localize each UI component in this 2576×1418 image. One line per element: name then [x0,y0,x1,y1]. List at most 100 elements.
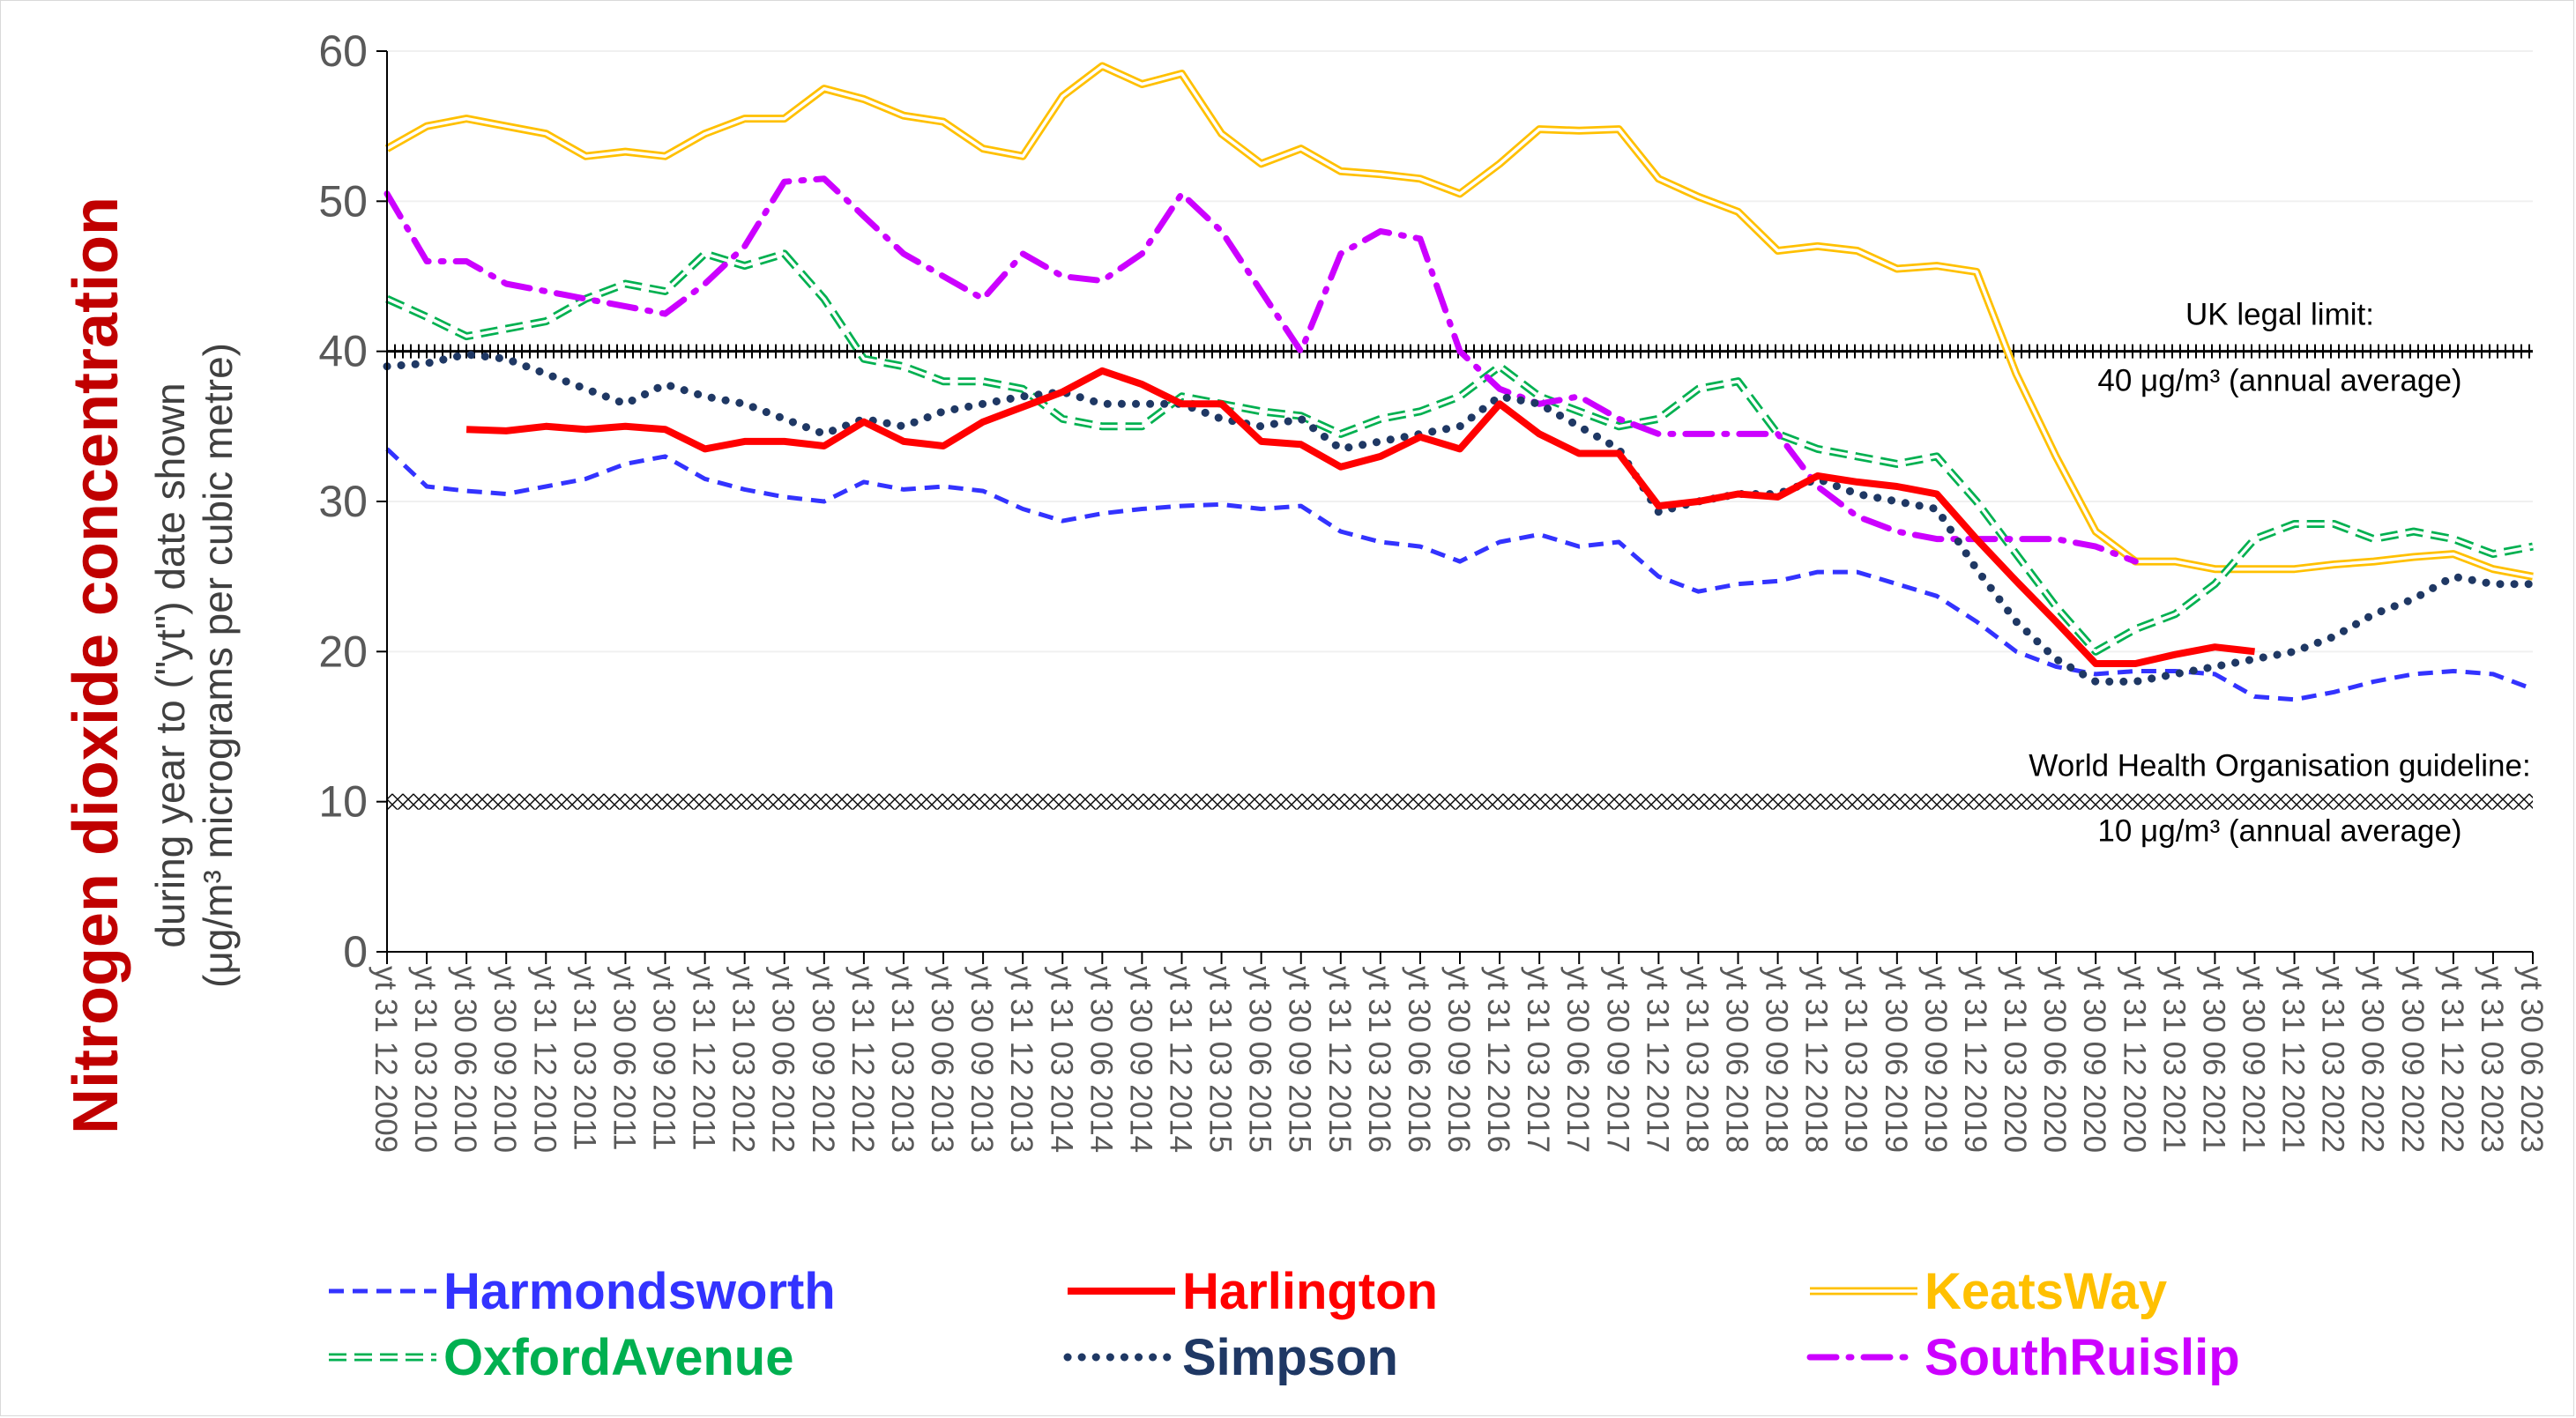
x-tick-label: yt 30 06 2023 [2514,966,2549,1153]
y-tick-labels: 0 10 20 30 40 50 60 [318,26,368,976]
series-line-harlington [465,367,2255,667]
x-tick-label: yt 30 09 2012 [806,966,840,1153]
x-tick-label: yt 30 06 2015 [1243,966,1277,1153]
y-tick-label: 0 [343,927,368,976]
y-tick-label: 60 [318,26,368,76]
x-tick-label: yt 31 03 2011 [567,966,601,1151]
x-tick-label: yt 31 03 2017 [1521,966,1555,1153]
y-tick-label: 40 [318,327,368,376]
x-tick-label: yt 31 03 2012 [726,966,761,1153]
x-tick-label: yt 30 09 2020 [2077,966,2111,1153]
legend-item-southruislip: SouthRuislip [1806,1329,2240,1386]
legend-label: SouthRuislip [1925,1329,2240,1386]
y-tick-label: 10 [318,777,368,827]
x-tick-label: yt 30 06 2014 [1083,966,1118,1153]
axes [376,50,2534,964]
legend-label: Harlington [1182,1263,1438,1320]
series-harmondsworth [385,447,2534,702]
uk-legal-limit-label: UK legal limit: [2185,298,2374,332]
x-tick-label: yt 30 06 2021 [2196,966,2230,1153]
x-tick-label: yt 31 03 2022 [2316,966,2350,1153]
x-tick-label: yt 30 06 2011 [607,966,641,1151]
y-tick-label: 20 [318,627,368,676]
x-tick-label: yt 30 09 2015 [1283,966,1317,1153]
x-tick-label: yt 30 09 2019 [1918,966,1953,1153]
x-tick-label: yt 31 03 2014 [1044,966,1078,1153]
y-axis-subtitle-2: (μg/m³ micrograms per cubic metre) [195,343,241,988]
x-tick-label: yt 30 09 2018 [1760,966,1794,1153]
x-tick-label: yt 30 06 2016 [1402,966,1436,1153]
x-tick-label: yt 30 06 2010 [448,966,482,1153]
x-tick-label: yt 31 12 2014 [1163,966,1197,1153]
legend-item-harlington: Harlington [1068,1263,1438,1320]
x-tick-labels: yt 31 12 2009 yt 31 03 2010 yt 30 06 2010 y… [369,966,2549,1153]
x-tick-label: yt 30 09 2021 [2236,966,2270,1153]
y-axis-title: Nitrogen dioxide concentration [61,197,131,1134]
legend-item-harmondsworth: Harmondsworth [329,1263,836,1320]
x-tick-label: yt 30 09 2013 [964,966,999,1153]
x-tick-label: yt 30 09 2017 [1600,966,1634,1153]
x-tick-label: yt 30 06 2012 [766,966,800,1153]
x-tick-label: yt 31 03 2021 [2156,966,2191,1153]
x-tick-label: yt 30 09 2010 [488,966,522,1153]
x-tick-label: yt 31 12 2015 [1322,966,1357,1153]
x-tick-label: yt 30 09 2016 [1441,966,1476,1153]
x-tick-label: yt 31 03 2018 [1679,966,1714,1153]
y-tick-label: 50 [318,176,368,226]
x-tick-label: yt 30 09 2014 [1123,966,1158,1153]
x-tick-label: yt 31 12 2009 [369,966,403,1153]
series-southruislip [383,175,2139,565]
x-tick-label: yt 31 12 2012 [845,966,880,1153]
who-guideline-line [387,793,2533,810]
x-tick-label: yt 30 09 2022 [2395,966,2430,1153]
legend-item-simpson: Simpson [1063,1329,1398,1386]
uk-legal-limit-value: 40 μg/m³ (annual average) [2097,364,2461,398]
x-tick-label: yt 31 12 2019 [1958,966,1992,1153]
series-line-keatsway-inner [386,64,2534,578]
legend-label: KeatsWay [1925,1263,2167,1320]
y-axis-subtitle-1: during year to ("yt") date shown [147,382,193,947]
x-tick-label: yt 31 12 2013 [1004,966,1039,1153]
who-guideline-value: 10 μg/m³ (annual average) [2097,814,2461,849]
x-tick-label: yt 30 06 2020 [2037,966,2072,1153]
legend: Harmondsworth Harlington KeatsWay OxfordAve… [329,1263,2240,1386]
x-tick-label: yt 30 06 2019 [1879,966,1913,1153]
x-tick-label: yt 31 03 2020 [1998,966,2032,1153]
x-tick-label: yt 31 12 2011 [687,966,721,1151]
x-tick-label: yt 30 06 2022 [2356,966,2390,1153]
x-tick-label: yt 31 12 2022 [2435,966,2469,1153]
x-tick-label: yt 30 06 2017 [1560,966,1595,1153]
legend-label: Simpson [1182,1329,1398,1386]
x-tick-label: yt 30 09 2011 [647,966,681,1151]
x-tick-label: yt 31 03 2013 [885,966,919,1153]
series-line-southruislip [383,175,2139,565]
x-tick-label: yt 31 03 2023 [2475,966,2509,1153]
series-keatsway [384,62,2534,581]
legend-item-keatsway: KeatsWay [1810,1263,2167,1320]
series-line-harmondsworth [385,447,2534,702]
x-tick-label: yt 31 12 2021 [2276,966,2311,1153]
x-tick-label: yt 31 12 2020 [2117,966,2151,1153]
x-tick-label: yt 31 12 2016 [1481,966,1515,1153]
series-line-simpson [383,350,2537,686]
series-simpson [383,350,2537,686]
y-tick-label: 30 [318,477,368,526]
x-tick-label: yt 31 12 2010 [527,966,562,1153]
x-tick-label: yt 31 03 2019 [1839,966,1873,1153]
series-lines [383,62,2537,702]
x-tick-label: yt 30 06 2018 [1720,966,1754,1153]
x-tick-label: yt 31 03 2010 [408,966,443,1153]
x-tick-label: yt 31 12 2018 [1799,966,1834,1153]
series-oxfordavenue [385,249,2534,656]
legend-label: Harmondsworth [443,1263,836,1320]
series-line-oxfordavenue-inner [386,252,2534,654]
x-tick-label: yt 30 06 2013 [925,966,959,1153]
x-tick-label: yt 31 12 2017 [1640,966,1674,1153]
reference-lines: UK legal limit: 40 μg/m³ (annual average… [386,298,2533,849]
x-tick-label: yt 31 03 2015 [1203,966,1238,1153]
series-harlington [465,367,2255,667]
who-guideline-label: World Health Organisation guideline: [2029,749,2530,783]
legend-label: OxfordAvenue [443,1329,793,1386]
